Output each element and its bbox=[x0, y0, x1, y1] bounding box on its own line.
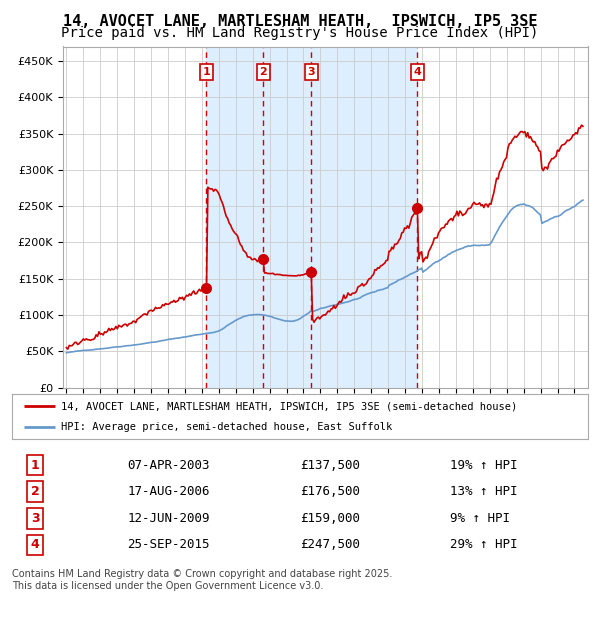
Text: 25-SEP-2015: 25-SEP-2015 bbox=[127, 538, 210, 551]
Text: HPI: Average price, semi-detached house, East Suffolk: HPI: Average price, semi-detached house,… bbox=[61, 422, 392, 432]
Text: 13% ↑ HPI: 13% ↑ HPI bbox=[450, 485, 517, 498]
Text: £159,000: £159,000 bbox=[300, 512, 360, 525]
Text: Price paid vs. HM Land Registry's House Price Index (HPI): Price paid vs. HM Land Registry's House … bbox=[61, 26, 539, 40]
Text: Contains HM Land Registry data © Crown copyright and database right 2025.
This d: Contains HM Land Registry data © Crown c… bbox=[12, 569, 392, 591]
Text: 17-AUG-2006: 17-AUG-2006 bbox=[127, 485, 210, 498]
Text: £247,500: £247,500 bbox=[300, 538, 360, 551]
Text: 4: 4 bbox=[31, 538, 40, 551]
Text: 1: 1 bbox=[203, 67, 211, 77]
Text: 12-JUN-2009: 12-JUN-2009 bbox=[127, 512, 210, 525]
Text: 1: 1 bbox=[31, 459, 40, 472]
Text: 14, AVOCET LANE, MARTLESHAM HEATH,  IPSWICH, IP5 3SE: 14, AVOCET LANE, MARTLESHAM HEATH, IPSWI… bbox=[63, 14, 537, 29]
Text: 2: 2 bbox=[31, 485, 40, 498]
Text: 9% ↑ HPI: 9% ↑ HPI bbox=[450, 512, 510, 525]
Text: £137,500: £137,500 bbox=[300, 459, 360, 472]
Text: 07-APR-2003: 07-APR-2003 bbox=[127, 459, 210, 472]
Text: 4: 4 bbox=[413, 67, 421, 77]
Text: 3: 3 bbox=[31, 512, 40, 525]
Text: £176,500: £176,500 bbox=[300, 485, 360, 498]
Text: 14, AVOCET LANE, MARTLESHAM HEATH, IPSWICH, IP5 3SE (semi-detached house): 14, AVOCET LANE, MARTLESHAM HEATH, IPSWI… bbox=[61, 401, 517, 412]
Text: 29% ↑ HPI: 29% ↑ HPI bbox=[450, 538, 517, 551]
Text: 3: 3 bbox=[307, 67, 315, 77]
Text: 2: 2 bbox=[259, 67, 267, 77]
Text: 19% ↑ HPI: 19% ↑ HPI bbox=[450, 459, 517, 472]
Bar bbox=[206, 46, 418, 388]
